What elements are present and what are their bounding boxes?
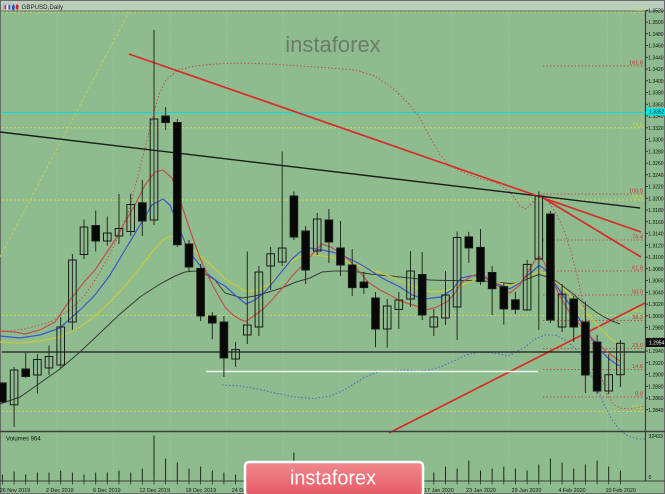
- svg-text:17 Jan 2020: 17 Jan 2020: [424, 488, 454, 494]
- svg-text:100.0: 100.0: [629, 189, 643, 195]
- svg-text:1.2940: 1.2940: [648, 349, 664, 355]
- svg-text:1.3000: 1.3000: [648, 314, 664, 320]
- svg-text:1.3360: 1.3360: [648, 102, 664, 108]
- svg-text:1.3352: 1.3352: [649, 109, 665, 115]
- svg-text:1.3440: 1.3440: [648, 55, 664, 61]
- svg-text:0.0: 0.0: [635, 392, 643, 398]
- svg-text:instaforex: instaforex: [290, 467, 377, 490]
- svg-text:10 Feb 2020: 10 Feb 2020: [606, 488, 636, 494]
- svg-text:23 Jan 2020: 23 Jan 2020: [466, 488, 496, 494]
- svg-text:1.3260: 1.3260: [648, 161, 664, 167]
- svg-text:2 Dec 2019: 2 Dec 2019: [46, 488, 74, 494]
- svg-text:32433: 32433: [649, 434, 664, 440]
- svg-text:14.6: 14.6: [632, 364, 643, 370]
- svg-text:1.3280: 1.3280: [648, 149, 664, 155]
- svg-text:instaforex: instaforex: [285, 32, 380, 57]
- svg-text:1.2860: 1.2860: [648, 396, 664, 402]
- svg-text:1.3060: 1.3060: [648, 279, 664, 285]
- svg-text:18 Dec 2019: 18 Dec 2019: [186, 488, 217, 494]
- svg-text:29 Jan 2020: 29 Jan 2020: [512, 488, 542, 494]
- svg-text:1.3480: 1.3480: [648, 32, 664, 38]
- svg-text:1.2954: 1.2954: [649, 341, 665, 347]
- svg-text:1.2920: 1.2920: [648, 361, 664, 367]
- svg-text:1.3080: 1.3080: [648, 267, 664, 273]
- svg-text:Volumes 964: Volumes 964: [6, 437, 41, 443]
- svg-text:1.3160: 1.3160: [648, 220, 664, 226]
- svg-text:1.3220: 1.3220: [648, 185, 664, 191]
- svg-text:GBPUSD,Daily: GBPUSD,Daily: [22, 4, 65, 11]
- svg-text:1.3500: 1.3500: [648, 20, 664, 26]
- svg-text:1.2880: 1.2880: [648, 384, 664, 390]
- svg-text:50.0: 50.0: [632, 405, 643, 411]
- svg-text:76.4: 76.4: [632, 235, 643, 241]
- svg-text:23.6: 23.6: [632, 343, 643, 349]
- svg-text:1.3520: 1.3520: [648, 8, 664, 14]
- svg-text:4 Feb 2020: 4 Feb 2020: [558, 488, 585, 494]
- svg-text:1.3300: 1.3300: [648, 138, 664, 144]
- svg-text:161.8: 161.8: [629, 61, 643, 67]
- svg-text:38.2: 38.2: [632, 315, 643, 321]
- svg-text:12 Dec 2019: 12 Dec 2019: [139, 488, 170, 494]
- svg-text:6 Dec 2019: 6 Dec 2019: [93, 488, 121, 494]
- svg-text:1.3200: 1.3200: [648, 196, 664, 202]
- svg-text:1.3020: 1.3020: [648, 302, 664, 308]
- svg-text:1.3100: 1.3100: [648, 255, 664, 261]
- svg-text:14.6: 14.6: [632, 122, 643, 128]
- svg-text:0: 0: [649, 475, 652, 481]
- svg-text:1.3240: 1.3240: [648, 173, 664, 179]
- svg-text:26 Nov 2019: 26 Nov 2019: [0, 488, 30, 494]
- svg-text:1.3040: 1.3040: [648, 290, 664, 296]
- svg-text:61.8: 61.8: [632, 266, 643, 272]
- svg-text:1.2840: 1.2840: [648, 408, 664, 414]
- svg-text:1.2900: 1.2900: [648, 373, 664, 379]
- svg-text:1.3340: 1.3340: [648, 114, 664, 120]
- svg-text:0.0: 0.0: [635, 7, 643, 13]
- svg-text:1.2980: 1.2980: [648, 326, 664, 332]
- svg-text:1.3320: 1.3320: [648, 126, 664, 132]
- svg-text:50.0: 50.0: [632, 290, 643, 296]
- svg-text:1.3120: 1.3120: [648, 243, 664, 249]
- svg-text:1.3380: 1.3380: [648, 91, 664, 97]
- svg-text:1.3400: 1.3400: [648, 79, 664, 85]
- svg-text:1.3140: 1.3140: [648, 232, 664, 238]
- svg-text:1.3180: 1.3180: [648, 208, 664, 214]
- svg-text:1.3420: 1.3420: [648, 67, 664, 73]
- svg-text:1.3460: 1.3460: [648, 44, 664, 50]
- svg-text:23.6: 23.6: [632, 195, 643, 201]
- svg-text:38.2: 38.2: [632, 308, 643, 314]
